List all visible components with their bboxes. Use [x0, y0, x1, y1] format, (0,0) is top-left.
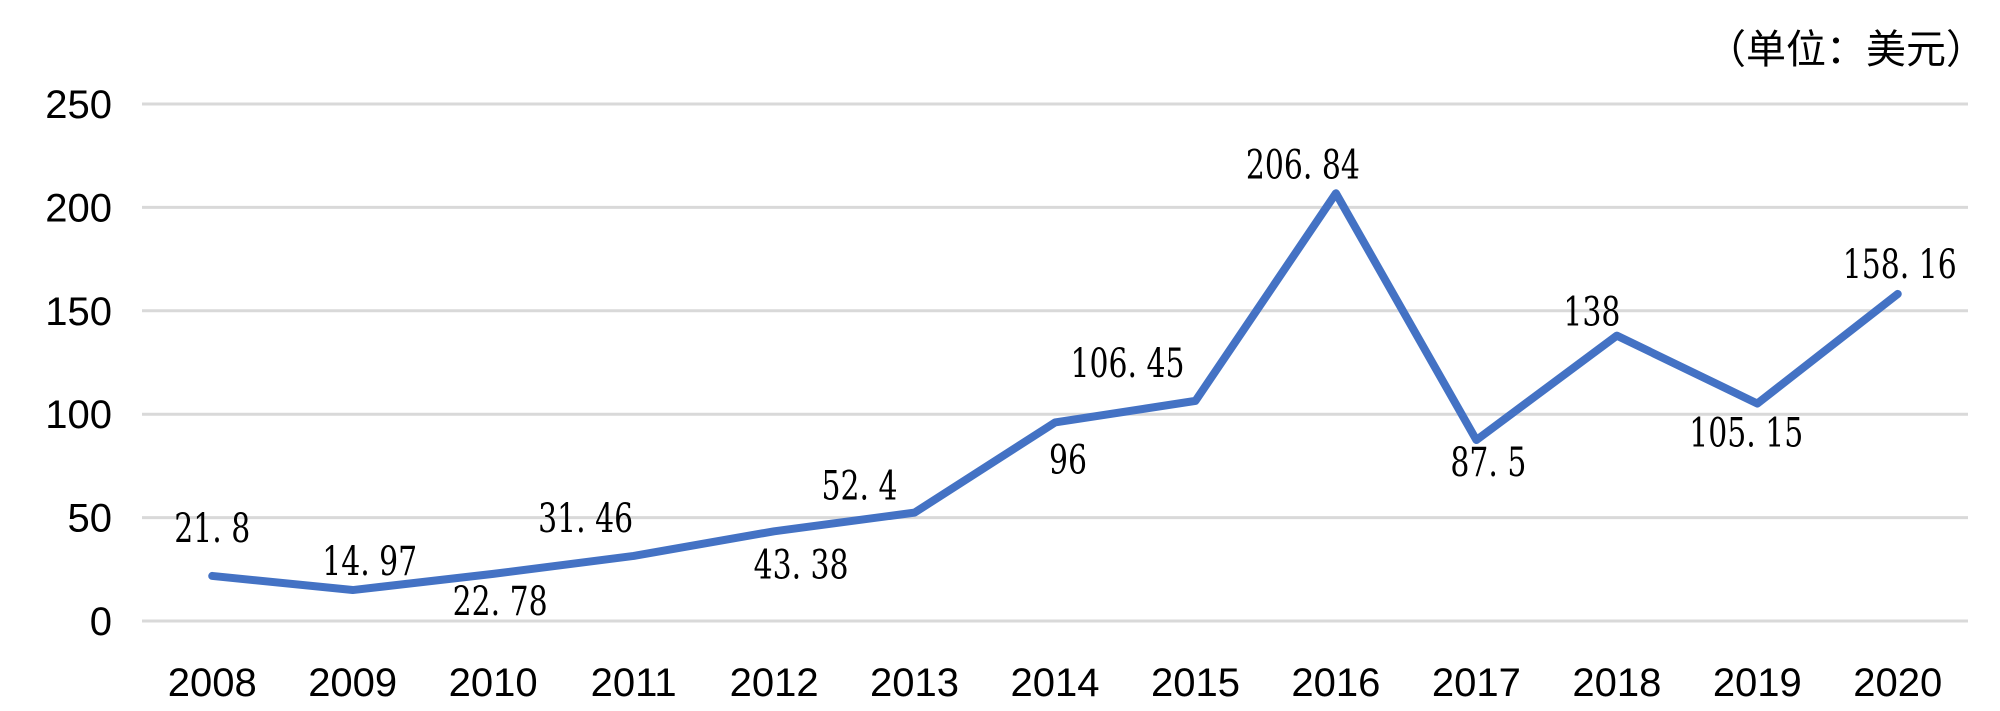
x-tick-label: 2017 — [1432, 661, 1521, 705]
data-label: 158. 16 — [1843, 242, 1957, 288]
data-label: 52. 4 — [822, 464, 898, 510]
x-tick-label: 2020 — [1853, 661, 1942, 705]
y-tick-label: 100 — [45, 393, 112, 437]
data-label: 21. 8 — [174, 506, 250, 552]
y-tick-label: 150 — [45, 290, 112, 334]
gridlines — [142, 102, 1968, 623]
x-tick-label: 2010 — [449, 661, 538, 705]
data-label: 106. 45 — [1070, 341, 1184, 387]
data-label: 105. 15 — [1689, 411, 1803, 457]
x-tick-label: 2019 — [1713, 661, 1802, 705]
data-label: 43. 38 — [754, 542, 849, 588]
x-axis-labels: 2008 2009 2010 2011 2012 2013 2014 2015 2016 2017… — [168, 661, 1943, 705]
y-axis-labels: 250 200 150 100 50 0 — [45, 83, 112, 644]
data-labels: 21. 8 14. 97 22. 78 31. 46 43. 38 52. 4 96 106.… — [174, 142, 1957, 625]
unit-note: （单位：美元） — [1706, 27, 1986, 73]
y-tick-label: 0 — [90, 600, 112, 644]
x-tick-label: 2015 — [1151, 661, 1240, 705]
data-label: 87. 5 — [1450, 440, 1526, 486]
x-tick-label: 2018 — [1572, 661, 1661, 705]
series-line — [208, 189, 1902, 595]
data-label: 206. 84 — [1246, 142, 1360, 188]
x-tick-label: 2016 — [1291, 661, 1380, 705]
x-tick-label: 2009 — [308, 661, 397, 705]
x-tick-label: 2012 — [730, 661, 819, 705]
data-label: 31. 46 — [538, 496, 633, 542]
data-label: 138 — [1563, 290, 1620, 336]
x-tick-label: 2008 — [168, 661, 257, 705]
data-label: 96 — [1049, 437, 1087, 483]
x-tick-label: 2014 — [1011, 661, 1100, 705]
data-label: 22. 78 — [453, 579, 548, 625]
data-label: 14. 97 — [322, 539, 417, 585]
x-tick-label: 2011 — [591, 661, 677, 705]
y-tick-label: 250 — [45, 83, 112, 127]
x-tick-label: 2013 — [870, 661, 959, 705]
y-tick-label: 50 — [68, 497, 113, 541]
y-tick-label: 200 — [45, 186, 112, 230]
